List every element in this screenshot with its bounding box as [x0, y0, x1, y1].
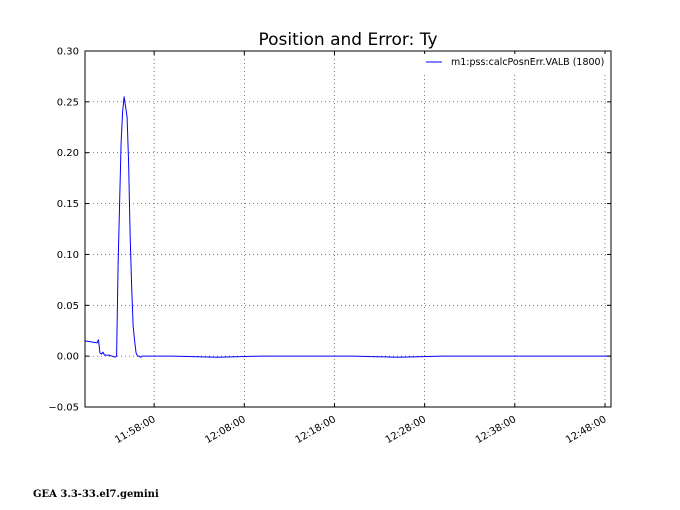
y-tick-label: 0.10	[57, 250, 79, 261]
y-tick-label: 0.20	[57, 148, 79, 159]
y-tick-label: 0.00	[57, 352, 79, 363]
x-tick-label: 12:28:00	[384, 414, 428, 446]
y-tick-label: 0.25	[57, 97, 79, 108]
plot-area-frame	[84, 50, 612, 408]
legend: m1:pss:calcPosnErr.VALB (1800)	[420, 54, 608, 72]
legend-box	[420, 54, 608, 72]
x-tick-label: 11:58:00	[113, 414, 157, 446]
y-tick-label: 0.05	[57, 301, 79, 312]
x-axis: 11:58:00 12:08:00 12:18:00 12:28:00 12:38:00…	[113, 51, 608, 446]
x-tick-label: 12:08:00	[203, 414, 247, 446]
grid-lines	[85, 51, 611, 407]
legend-entry-label: m1:pss:calcPosnErr.VALB (1800)	[451, 57, 604, 68]
y-tick-label: 0.15	[57, 199, 79, 210]
series-line	[84, 96, 611, 358]
y-tick-label: 0.30	[57, 47, 79, 58]
y-axis: −0.05 0.00 0.05 0.10 0.15 0.20 0.25 0.30	[48, 47, 611, 414]
x-tick-label: 12:48:00	[564, 414, 608, 446]
chart-title: Position and Error: Ty	[258, 30, 437, 50]
footer-version-text: GEA 3.3-33.el7.gemini	[33, 489, 159, 500]
series-layer	[84, 96, 611, 358]
y-tick-label: −0.05	[48, 403, 79, 414]
x-tick-label: 12:38:00	[474, 414, 518, 446]
x-tick-label: 12:18:00	[294, 414, 338, 446]
